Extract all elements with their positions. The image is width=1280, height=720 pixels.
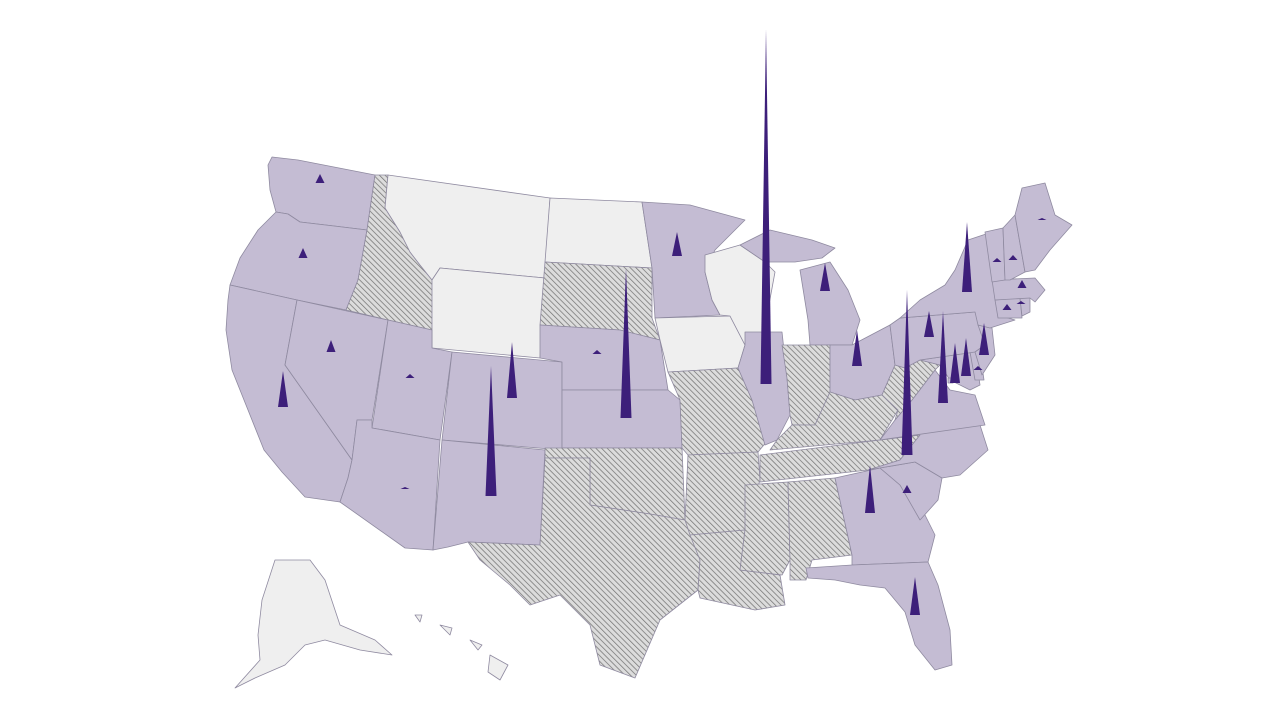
spike-vt xyxy=(992,258,1002,262)
state-me xyxy=(1014,182,1073,273)
spike-oh xyxy=(852,330,862,366)
spike-de xyxy=(961,338,971,376)
state-nh xyxy=(1002,214,1026,281)
spike-ne xyxy=(592,350,602,354)
spike-me xyxy=(1037,218,1047,220)
state-fl xyxy=(805,561,953,671)
spike-va xyxy=(901,290,913,455)
state-tx xyxy=(467,457,701,679)
spike-az xyxy=(400,487,410,489)
state-ri xyxy=(1019,297,1031,317)
spike-ri xyxy=(1016,301,1026,304)
state-co xyxy=(441,351,563,451)
spikes-layer xyxy=(278,29,1047,615)
spike-or xyxy=(298,248,308,258)
state-ia xyxy=(654,315,746,373)
state-az xyxy=(339,419,441,551)
state-mi xyxy=(739,229,861,346)
state-ma xyxy=(991,277,1046,303)
spike-fl xyxy=(910,577,920,615)
spike-dc xyxy=(973,366,983,370)
states-layer xyxy=(225,156,1073,689)
state-hi xyxy=(414,614,509,681)
state-ms xyxy=(739,481,791,576)
spike-nm xyxy=(485,366,497,496)
spike-mn xyxy=(672,232,682,256)
spike-pa xyxy=(950,343,960,383)
spike-ny xyxy=(962,222,972,292)
spike-nj xyxy=(979,323,989,355)
spike-il xyxy=(760,29,772,384)
spike-sc xyxy=(902,485,912,493)
spike-ma xyxy=(1017,280,1027,288)
spike-wv xyxy=(924,311,934,337)
spike-ut xyxy=(405,374,415,378)
state-ak xyxy=(234,559,393,689)
state-nd xyxy=(544,197,653,269)
spike-ga xyxy=(865,465,875,513)
state-wy xyxy=(431,267,546,359)
spike-ks xyxy=(620,268,632,418)
state-ky xyxy=(769,391,899,451)
spike-ca xyxy=(278,371,288,407)
spike-mi xyxy=(820,263,830,291)
spike-md xyxy=(938,311,948,403)
spike-nv xyxy=(326,340,336,352)
spike-ct xyxy=(1002,304,1012,310)
spike-nh xyxy=(1008,255,1018,260)
spike-wa xyxy=(315,174,325,183)
spike-co xyxy=(507,342,517,398)
